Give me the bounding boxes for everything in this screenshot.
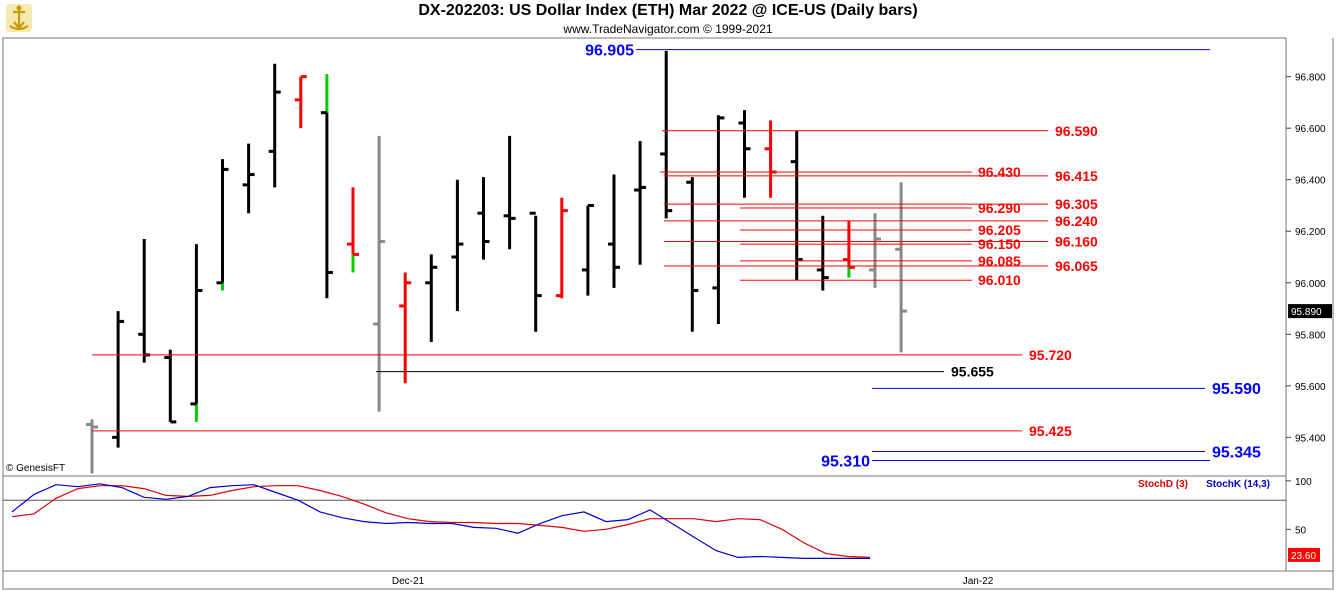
price-level-label: 96.205 — [978, 222, 1021, 238]
price-axis-tick-label: 96.800 — [1295, 73, 1326, 84]
trade-navigator-logo-icon — [4, 2, 34, 34]
stochastic-axis-tick-label: 50 — [1295, 525, 1307, 536]
stochastic-last-value-box — [1288, 547, 1320, 562]
stochastic-last-value-label: 23.60 — [1291, 551, 1316, 562]
price-level-label: 96.590 — [1055, 123, 1098, 139]
price-level-label: 95.425 — [1029, 423, 1072, 439]
price-level-label: 95.345 — [1212, 444, 1261, 461]
price-level-label: 96.415 — [1055, 168, 1098, 184]
date-axis-frame — [2, 570, 1334, 590]
price-level-label: 95.310 — [821, 453, 870, 470]
price-axis-tick-label: 95.600 — [1295, 382, 1326, 393]
stochastic-panel-frame — [2, 475, 1287, 572]
chart-title: DX-202203: US Dollar Index (ETH) Mar 202… — [418, 2, 918, 19]
price-level-label: 96.430 — [978, 164, 1021, 180]
stochastic-axis-tick-label: 100 — [1295, 477, 1312, 488]
price-axis-tick-label: 96.600 — [1295, 124, 1326, 135]
price-axis-tick-label: 96.000 — [1295, 279, 1326, 290]
date-axis-label: Jan-22 — [963, 576, 994, 587]
price-level-label: 96.160 — [1055, 234, 1098, 250]
price-axis-tick-label: 95.800 — [1295, 330, 1326, 341]
price-level-label: 96.010 — [978, 272, 1021, 288]
chart-subtitle: www.TradeNavigator.com © 1999-2021 — [563, 22, 773, 36]
stochastic-series-line — [11, 483, 870, 560]
price-level-label: 96.905 — [585, 42, 634, 59]
price-axis-tick-label: 96.400 — [1295, 176, 1326, 187]
legend-stochk: StochK (14,3) — [1206, 479, 1270, 490]
last-price-label: 95.890 — [1291, 307, 1322, 318]
price-axis-tick-label: 96.200 — [1295, 227, 1326, 238]
price-level-label: 95.720 — [1029, 347, 1072, 363]
price-level-label: 96.290 — [978, 200, 1021, 216]
watermark-label: © GenesisFT — [6, 463, 65, 474]
price-level-label: 96.065 — [1055, 258, 1098, 274]
price-level-label: 96.240 — [1055, 213, 1098, 229]
legend-stochd: StochD (3) — [1138, 479, 1188, 490]
last-price-box — [1288, 304, 1332, 319]
price-level-label: 96.085 — [978, 253, 1021, 269]
price-axis-tick-label: 95.400 — [1295, 433, 1326, 444]
price-level-label: 95.590 — [1212, 381, 1261, 398]
price-level-label: 96.150 — [978, 236, 1021, 252]
stochastic-series-line — [11, 485, 871, 558]
price-level-label: 95.655 — [951, 364, 994, 380]
price-level-label: 96.305 — [1055, 196, 1098, 212]
date-axis-label: Dec-21 — [392, 576, 425, 587]
